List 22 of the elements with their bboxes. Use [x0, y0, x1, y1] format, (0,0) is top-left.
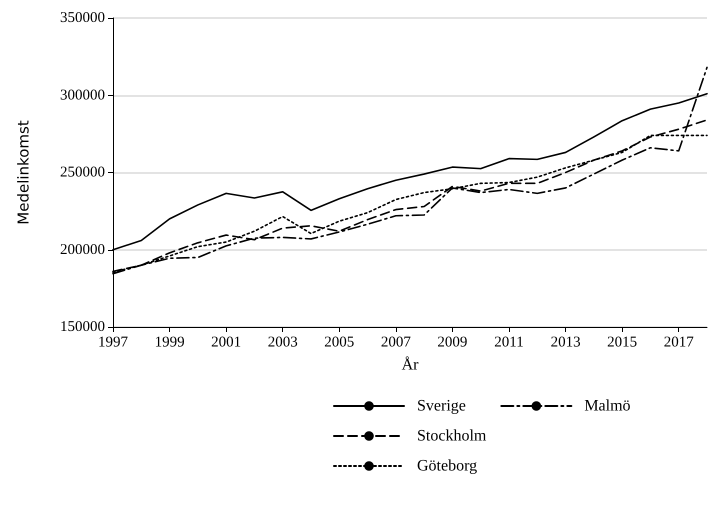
x-tick-label: 2017: [664, 334, 694, 350]
y-axis-title: Medelinkomst: [14, 120, 32, 225]
x-tick-label: 2001: [211, 334, 242, 350]
x-tick-label: 2009: [437, 334, 468, 350]
y-tick-label: 250000: [60, 164, 105, 180]
x-tick-label: 1999: [154, 334, 185, 350]
x-tick-label: 1997: [98, 334, 128, 350]
x-tick-label: 2003: [268, 334, 298, 350]
legend-label: Stockholm: [417, 428, 487, 444]
legend-label: Göteborg: [417, 458, 478, 474]
x-tick-label: 2013: [550, 334, 581, 350]
y-tick-label: 300000: [60, 87, 105, 104]
x-axis-title: År: [402, 356, 420, 374]
legend-label: Sverige: [417, 398, 466, 414]
y-tick-label: 350000: [60, 10, 105, 26]
y-tick-label: 200000: [60, 242, 105, 258]
legend-label: Malmö: [584, 398, 631, 414]
x-tick-label: 2007: [380, 334, 412, 350]
x-tick-label: 2005: [324, 334, 354, 350]
x-tick-label: 2015: [607, 334, 638, 350]
y-tick-label: 150000: [60, 319, 105, 335]
x-tick-label: 2011: [494, 334, 524, 350]
